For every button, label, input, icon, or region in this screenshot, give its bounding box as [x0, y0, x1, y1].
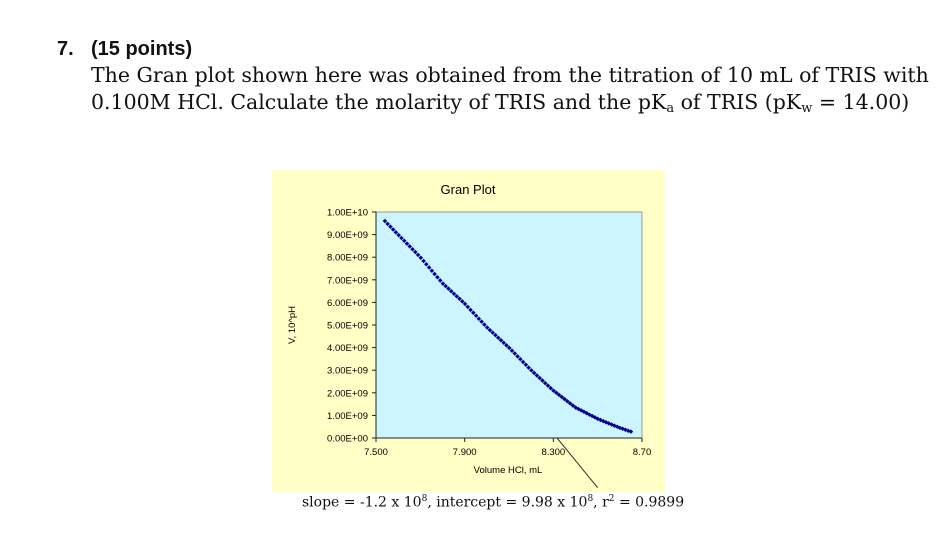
- question-text-part1: 0.100M HCl. Calculate the molarity of TR…: [91, 90, 667, 114]
- caption-intercept-exp: 8: [587, 494, 594, 504]
- data-point: [465, 304, 471, 310]
- x-tick-label: 7.900: [453, 447, 477, 458]
- data-point: [385, 221, 390, 227]
- data-point: [537, 375, 542, 381]
- data-point: [476, 316, 482, 321]
- data-point: [534, 373, 540, 378]
- data-point: [493, 332, 498, 338]
- data-point: [507, 345, 512, 351]
- x-tick-label: 8.70: [633, 447, 652, 458]
- gran-plot-chart: Gran Plot Volume HCl, mL V, 10^pH 0.00E+…: [287, 182, 651, 489]
- data-point: [468, 307, 473, 313]
- data-point: [531, 370, 537, 376]
- data-point: [526, 365, 531, 370]
- question-number: 7.: [57, 38, 74, 60]
- data-point: [462, 301, 468, 307]
- caption-intercept: , intercept = 9.98 x 10: [427, 494, 588, 511]
- caption-slope: slope = -1.2 x 10: [302, 494, 422, 511]
- fit-line-group: [556, 437, 599, 489]
- question-text-part3: = 14.00): [812, 90, 910, 114]
- data-point: [393, 230, 399, 235]
- y-tick-label: 8.00E+09: [327, 253, 368, 264]
- data-point: [401, 238, 407, 244]
- question-text-line2: 0.100M HCl. Calculate the molarity of TR…: [91, 90, 909, 116]
- y-tick-label: 3.00E+09: [327, 366, 368, 377]
- subscript-w: w: [801, 101, 813, 116]
- axes: 0.00E+00 1.00E+09 2.00E+09 3.00E+09 4.00E+09…: [327, 208, 651, 459]
- x-axis-label: Volume HCl, mL: [474, 465, 543, 476]
- y-tick-label: 1.00E+09: [327, 411, 368, 422]
- x-tick-label: 8.300: [541, 447, 565, 458]
- caption-r2: , r: [593, 494, 609, 511]
- y-tick-label: 2.00E+09: [327, 388, 368, 399]
- data-point: [410, 246, 415, 252]
- y-tick-label: 1.00E+10: [327, 208, 368, 219]
- data-point: [570, 403, 576, 408]
- plot-area: [375, 211, 643, 439]
- data-point: [504, 343, 509, 348]
- fit-line: [556, 437, 599, 489]
- caption-r2-value: = 0.9899: [614, 494, 685, 511]
- x-tick-label: 7.500: [364, 447, 388, 458]
- question-points: (15 points): [91, 38, 193, 60]
- regression-caption: slope = -1.2 x 108, intercept = 9.98 x 1…: [302, 494, 684, 511]
- y-tick-label: 0.00E+00: [327, 434, 368, 445]
- data-point: [628, 429, 634, 434]
- y-tick-label: 4.00E+09: [327, 343, 368, 354]
- gran-plot-figure: Gran Plot Volume HCl, mL V, 10^pH 0.00E+…: [272, 170, 665, 492]
- data-point: [473, 313, 479, 319]
- caption-r2-exp: 2: [608, 494, 615, 504]
- y-axis-label: V, 10^pH: [287, 306, 298, 344]
- question-text-part2: of TRIS (pK: [674, 90, 802, 114]
- data-point: [415, 252, 421, 258]
- data-point: [554, 390, 559, 396]
- y-tick-label: 6.00E+09: [327, 298, 368, 309]
- subscript-a: a: [666, 101, 675, 116]
- data-point: [562, 396, 567, 402]
- data-point: [545, 383, 551, 388]
- chart-title: Gran Plot: [441, 182, 496, 197]
- y-tick-label: 9.00E+09: [327, 230, 368, 241]
- y-tick-label: 7.00E+09: [327, 275, 368, 286]
- data-point: [426, 265, 432, 270]
- question-text-line1: The Gran plot shown here was obtained fr…: [91, 63, 929, 87]
- data-point: [432, 271, 437, 277]
- data-point: [479, 319, 484, 324]
- caption-slope-exp: 8: [421, 494, 428, 504]
- data-point: [446, 286, 451, 291]
- data-point: [495, 335, 501, 340]
- data-point: [471, 310, 476, 316]
- y-tick-label: 5.00E+09: [327, 321, 368, 332]
